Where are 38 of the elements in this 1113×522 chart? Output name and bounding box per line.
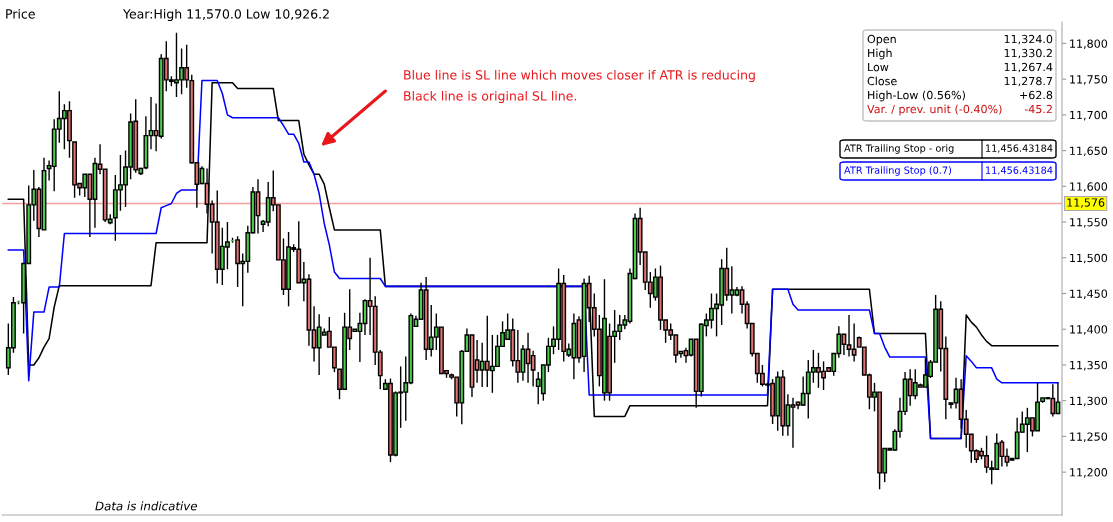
annotation: +62.8 xyxy=(1020,90,1053,100)
y-tick-label: 11,250 xyxy=(1070,432,1108,442)
y-tick-label: 11,350 xyxy=(1070,360,1108,371)
y-tick-label: 11,800 xyxy=(1070,39,1108,49)
text: Price xyxy=(6,8,35,19)
candlestick xyxy=(530,349,536,388)
annotation: High-Low (0.56%) xyxy=(868,90,965,102)
y-tick-label: 11,650 xyxy=(1070,146,1108,157)
ref-line-label: 11,576 xyxy=(1067,198,1105,208)
y-tick-label: 11,500 xyxy=(1070,253,1108,264)
text: Year:High 11,570.0 Low 10,926.2 xyxy=(122,8,329,22)
annotation: -45.2 xyxy=(1024,104,1052,114)
annotation: 11,278.7 xyxy=(1004,76,1053,87)
annotation: Low xyxy=(868,62,889,72)
annotation: Var. / prev. unit (-0.40%) xyxy=(867,104,1002,116)
annotation: Blue line is SL line which moves closer if ATR is reducing xyxy=(404,69,755,83)
y-tick-label: 11,300 xyxy=(1070,396,1108,407)
y-tick-label: 11,550 xyxy=(1070,218,1108,228)
y-tick-label: 11,400 xyxy=(1070,325,1108,335)
annotation: 11,456.43184 xyxy=(986,166,1053,175)
annotation: Close xyxy=(867,76,897,86)
annotation: Open xyxy=(867,34,896,46)
annotation: 11,267.4 xyxy=(1004,62,1053,73)
y-tick-label: 11,450 xyxy=(1070,289,1108,300)
annotation: 11,456.43184 xyxy=(986,144,1053,153)
y-tick-label: 11,750 xyxy=(1070,75,1108,85)
y-tick-label: 11,700 xyxy=(1070,110,1108,121)
annotation: Data is indicative xyxy=(95,501,198,511)
candlestick xyxy=(851,322,857,363)
candlestick xyxy=(235,235,241,288)
annotation: High xyxy=(868,48,892,60)
y-tick-label: 11,600 xyxy=(1070,182,1108,192)
y-tick-label: 11,200 xyxy=(1070,468,1108,478)
annotation: ATR Trailing Stop - orig xyxy=(844,144,954,154)
annotation: ATR Trailing Stop (0.7) xyxy=(844,166,952,176)
annotation: 11,324.0 xyxy=(1004,34,1053,45)
annotation: Black line is original SL line. xyxy=(404,90,577,104)
annotation: 11,330.2 xyxy=(1004,48,1052,59)
